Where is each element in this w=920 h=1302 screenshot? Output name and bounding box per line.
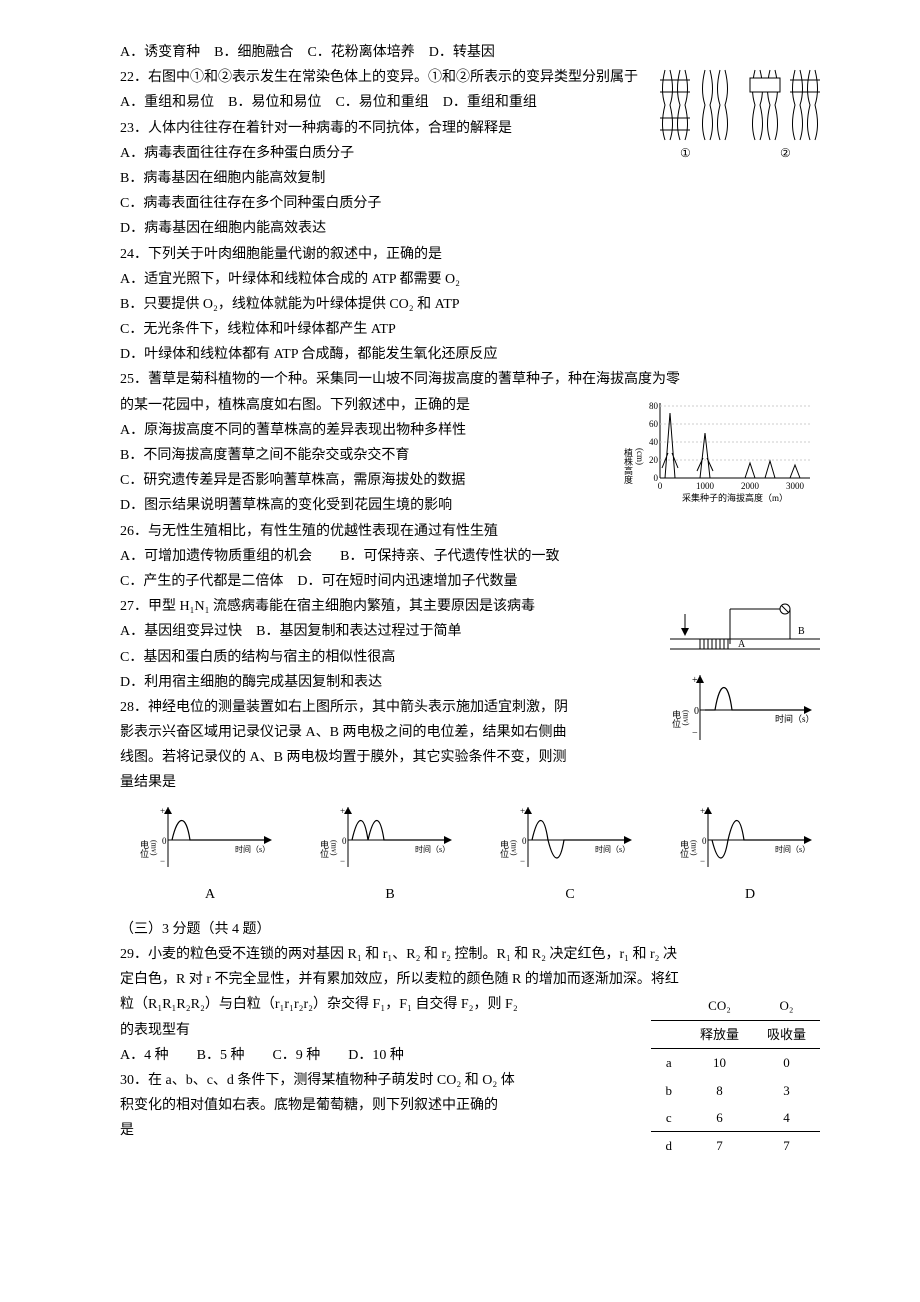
q24-stem: 24．下列关于叶肉细胞能量代谢的叙述中，正确的是 bbox=[120, 242, 820, 267]
q28-opt-D: 电位 (mv) +0 − 时间（s） D bbox=[680, 802, 820, 907]
q30-table: CO₂ O₂ 释放量 吸收量 a100 b83 c64 d77 bbox=[651, 992, 820, 1159]
q23-D: D．病毒基因在细胞内能高效表达 bbox=[120, 216, 820, 241]
svg-text:(mv): (mv) bbox=[150, 840, 159, 856]
svg-text:60: 60 bbox=[649, 419, 659, 429]
svg-text:+: + bbox=[340, 806, 345, 816]
q29-l2: 定白色，R 对 r 不完全显性，并有累加效应，所以麦粒的颜色随 R 的增加而逐渐… bbox=[120, 967, 820, 992]
q21-options: A．诱变育种 B．细胞融合 C．花粉离体培养 D．转基因 bbox=[120, 40, 820, 65]
q23-B: B．病毒基因在细胞内能高效复制 bbox=[120, 166, 820, 191]
table-row: a100 bbox=[651, 1049, 820, 1077]
svg-text:时间（s）: 时间（s） bbox=[235, 844, 270, 854]
q28-result-curve: 电位 (mv) + 0 − 时间（s） bbox=[670, 670, 820, 750]
cell: 4 bbox=[753, 1104, 820, 1132]
q29-l1: 29．小麦的粒色受不连锁的两对基因 R₁ 和 r₁、R₂ 和 r₂ 控制。R₁ … bbox=[120, 942, 820, 967]
q26-row1: A．可增加遗传物质重组的机会 B．可保持亲、子代遗传性状的一致 bbox=[120, 544, 820, 569]
svg-text:时间（s）: 时间（s） bbox=[595, 844, 630, 854]
svg-text:−: − bbox=[700, 856, 705, 866]
svg-text:电位: 电位 bbox=[320, 839, 329, 859]
svg-text:0: 0 bbox=[162, 836, 167, 846]
svg-text:电位: 电位 bbox=[680, 839, 689, 859]
cell: 10 bbox=[686, 1049, 753, 1077]
svg-text:3000: 3000 bbox=[786, 481, 805, 491]
q24-C: C．无光条件下，线粒体和叶绿体都产生 ATP bbox=[120, 317, 820, 342]
cell: 7 bbox=[686, 1132, 753, 1160]
q26-stem: 26．与无性生殖相比，有性生殖的优越性表现在通过有性生殖 bbox=[120, 519, 820, 544]
svg-text:0: 0 bbox=[702, 836, 707, 846]
opt-label-B: B bbox=[320, 882, 460, 907]
svg-text:0: 0 bbox=[522, 836, 527, 846]
svg-text:0: 0 bbox=[694, 706, 699, 717]
svg-text:(mv): (mv) bbox=[682, 710, 691, 726]
q24-B: B．只要提供 O₂，线粒体就能为叶绿体提供 CO₂ 和 ATP bbox=[120, 292, 820, 317]
fig-label-1: ① bbox=[680, 146, 691, 160]
svg-text:时间（s）: 时间（s） bbox=[775, 844, 810, 854]
q25-stem1: 25．蓍草是菊科植物的一个种。采集同一山坡不同海拔高度的蓍草种子，种在海拔高度为… bbox=[120, 367, 820, 392]
q25-chart: 植株高度 (cm) 0 20 40 60 80 0 1000 2000 3000 bbox=[620, 393, 820, 503]
opt-label-D: D bbox=[680, 882, 820, 907]
svg-text:电位: 电位 bbox=[140, 839, 149, 859]
svg-text:电位: 电位 bbox=[671, 709, 681, 729]
svg-text:时间（s）: 时间（s） bbox=[775, 713, 815, 724]
cell: 7 bbox=[753, 1132, 820, 1160]
fig-label-2: ② bbox=[780, 146, 791, 160]
q28-device: A B bbox=[670, 594, 820, 654]
q28-options: 电位 (mv) +0− 时间（s） A 电位 (mv) +0− 时间（s） B … bbox=[140, 802, 820, 907]
svg-text:电位: 电位 bbox=[500, 839, 509, 859]
svg-text:植株高度: 植株高度 bbox=[623, 447, 633, 485]
svg-text:0: 0 bbox=[658, 481, 663, 491]
svg-text:20: 20 bbox=[649, 455, 659, 465]
q23-C: C．病毒表面往往存在多个同种蛋白质分子 bbox=[120, 191, 820, 216]
q24-D: D．叶绿体和线粒体都有 ATP 合成酶，都能发生氧化还原反应 bbox=[120, 342, 820, 367]
cell: 3 bbox=[753, 1077, 820, 1104]
cell: c bbox=[651, 1104, 686, 1132]
svg-text:+: + bbox=[160, 806, 165, 816]
q28-opt-A: 电位 (mv) +0 − 时间（s） A bbox=[140, 802, 280, 907]
cell: a bbox=[651, 1049, 686, 1077]
th2-blank bbox=[651, 1020, 686, 1048]
th-co2: CO₂ bbox=[686, 992, 753, 1020]
section3-heading: （三）3 分题（共 4 题） bbox=[120, 917, 820, 942]
opt-label-C: C bbox=[500, 882, 640, 907]
svg-text:+: + bbox=[700, 806, 705, 816]
table-row: b83 bbox=[651, 1077, 820, 1104]
table-row: c64 bbox=[651, 1104, 820, 1132]
svg-text:40: 40 bbox=[649, 437, 659, 447]
svg-text:−: − bbox=[520, 856, 525, 866]
svg-text:(mv): (mv) bbox=[690, 840, 699, 856]
cell: 0 bbox=[753, 1049, 820, 1077]
svg-text:80: 80 bbox=[649, 401, 659, 411]
svg-text:1000: 1000 bbox=[696, 481, 715, 491]
svg-text:时间（s）: 时间（s） bbox=[415, 844, 450, 854]
svg-text:(cm): (cm) bbox=[635, 448, 645, 465]
th-blank bbox=[651, 992, 686, 1020]
svg-text:A: A bbox=[738, 639, 746, 650]
table-row: d77 bbox=[651, 1132, 820, 1160]
q22-figure: ① ② bbox=[650, 65, 820, 160]
svg-text:(mv): (mv) bbox=[330, 840, 339, 856]
svg-text:采集种子的海拔高度（m）: 采集种子的海拔高度（m） bbox=[682, 492, 788, 503]
svg-text:B: B bbox=[798, 626, 805, 637]
q24-A: A．适宜光照下，叶绿体和线粒体合成的 ATP 都需要 O₂ bbox=[120, 267, 820, 292]
q28-l4: 量结果是 bbox=[120, 770, 820, 795]
svg-text:+: + bbox=[520, 806, 525, 816]
svg-text:−: − bbox=[692, 728, 698, 739]
opt-label-A: A bbox=[140, 882, 280, 907]
cell: b bbox=[651, 1077, 686, 1104]
svg-text:0: 0 bbox=[342, 836, 347, 846]
svg-text:+: + bbox=[692, 675, 698, 686]
svg-text:2000: 2000 bbox=[741, 481, 760, 491]
q28-opt-C: 电位 (mv) +0 − 时间（s） C bbox=[500, 802, 640, 907]
th2-co2: 释放量 bbox=[686, 1020, 753, 1048]
th2-o2: 吸收量 bbox=[753, 1020, 820, 1048]
q26-row2: C．产生的子代都是二倍体 D．可在短时间内迅速增加子代数量 bbox=[120, 569, 820, 594]
cell: d bbox=[651, 1132, 686, 1160]
svg-text:(mv): (mv) bbox=[510, 840, 519, 856]
svg-text:−: − bbox=[340, 856, 345, 866]
cell: 8 bbox=[686, 1077, 753, 1104]
th-o2: O₂ bbox=[753, 992, 820, 1020]
cell: 6 bbox=[686, 1104, 753, 1132]
q28-opt-B: 电位 (mv) +0 − 时间（s） B bbox=[320, 802, 460, 907]
svg-text:−: − bbox=[160, 856, 165, 866]
